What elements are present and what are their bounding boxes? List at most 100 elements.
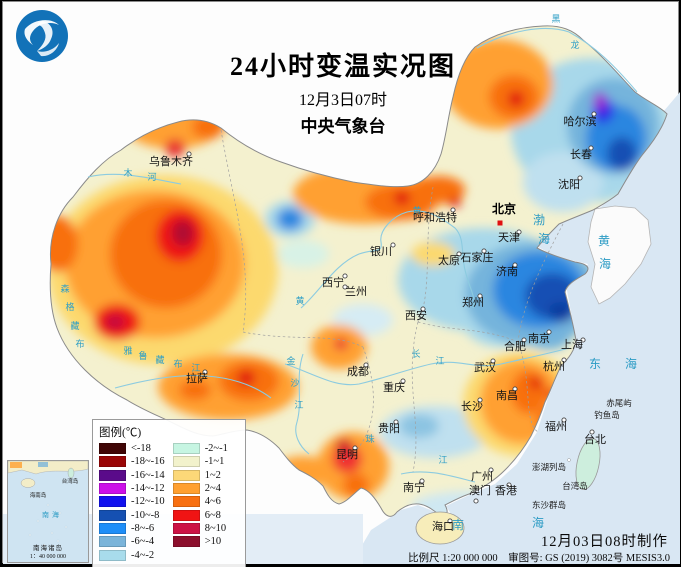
city-marker-台北 xyxy=(589,429,595,435)
agency-name: 中央气象台 xyxy=(300,117,386,136)
river-label-13: 雅 xyxy=(123,345,132,356)
sea-label-6: 南 xyxy=(452,517,464,532)
river-label-17: 江 xyxy=(191,363,200,373)
city-marker-呼和浩特 xyxy=(450,207,456,213)
city-label-郑州: 郑州 xyxy=(462,295,484,309)
city-marker-南京 xyxy=(546,329,552,335)
city-marker-南昌 xyxy=(512,386,518,392)
legend-range-label: 4~6 xyxy=(204,496,221,508)
city-label-福州: 福州 xyxy=(545,419,567,433)
river-label-11: 沙 xyxy=(290,378,299,388)
inset-caption: 南海诸岛 xyxy=(33,545,63,552)
legend-swatch xyxy=(99,522,126,534)
legend-swatch xyxy=(172,509,200,521)
legend-swatch xyxy=(172,496,200,508)
city-marker-长春 xyxy=(588,145,594,151)
city-label-合肥: 合肥 xyxy=(504,339,526,353)
city-label-哈尔滨: 哈尔滨 xyxy=(564,114,597,128)
legend-range-label: -6~-4 xyxy=(131,536,155,548)
sea-label-0: 渤 xyxy=(533,213,545,227)
river-label-8: 珠 xyxy=(365,433,374,444)
production-time: 12月03日08时制作 xyxy=(541,534,668,550)
legend-row-right-5: 6~8 xyxy=(172,508,228,521)
river-label-3: 河 xyxy=(147,171,156,182)
legend-row-left-6: -8~-6 xyxy=(99,522,165,535)
inset-label-1: 海南岛 xyxy=(30,491,47,499)
river-label-21: 布 xyxy=(75,338,84,349)
city-label-昆明: 昆明 xyxy=(336,448,358,461)
legend-range-label: <-18 xyxy=(131,443,151,455)
legend-range-label: 2~4 xyxy=(204,483,221,495)
legend-row-left-7: -6~-4 xyxy=(99,535,165,548)
river-label-20: 藏 xyxy=(70,320,79,331)
legend-column-left: <-18 -18~-16 -16~-14 -14~-12 -12~-10 -10~-8 -8… xyxy=(99,442,165,562)
city-label-太原: 太原 xyxy=(438,254,460,267)
observation-time: 12月3日07时 xyxy=(298,92,388,109)
city-label-武汉: 武汉 xyxy=(474,361,496,374)
city-label-长春: 长春 xyxy=(570,148,592,161)
sea-label-3: 海 xyxy=(599,256,611,271)
legend-row-right-7: >10 xyxy=(172,535,228,548)
legend-row-right-4: 4~6 xyxy=(172,495,228,508)
legend-row-left-2: -16~-14 xyxy=(99,469,165,482)
city-marker-福州 xyxy=(561,417,567,423)
inset-scale: 1：40 000 000 xyxy=(29,554,66,560)
city-label-香港: 香港 xyxy=(495,484,517,497)
taiwan-island xyxy=(575,438,601,490)
legend-row-left-1: -18~-16 xyxy=(99,455,165,468)
city-label-西宁: 西宁 xyxy=(322,275,344,289)
river-label-18: 森 xyxy=(60,283,69,294)
city-marker-银川 xyxy=(390,242,396,248)
city-label-贵阳: 贵阳 xyxy=(378,422,400,435)
city-label-长沙: 长沙 xyxy=(461,400,483,413)
legend-swatch xyxy=(99,536,126,548)
legend-swatch xyxy=(99,549,126,561)
legend-range-label: -18~-16 xyxy=(131,456,165,468)
city-label-西安: 西安 xyxy=(405,308,427,322)
legend-row-left-8: -4~-2 xyxy=(99,548,165,561)
legend-range-label: -8~-6 xyxy=(131,522,155,534)
city-marker-广州 xyxy=(488,467,494,473)
sea-label-5: 海 xyxy=(625,356,637,371)
river-label-14: 鲁 xyxy=(138,350,147,361)
map-header: 24小时变温实况图 12月3日07时 中央气象台 xyxy=(230,46,456,137)
legend-swatch xyxy=(172,522,200,534)
city-marker-哈尔滨 xyxy=(591,111,597,117)
island-label-1: 台湾岛 xyxy=(562,481,588,491)
city-marker-成都 xyxy=(363,362,369,368)
legend-swatch xyxy=(99,509,126,521)
legend-range-label: -4~-2 xyxy=(131,549,155,561)
city-marker-兰州 xyxy=(342,284,348,290)
city-marker-石家庄 xyxy=(481,248,487,254)
city-label-北京: 北京 xyxy=(492,201,516,216)
legend-swatch xyxy=(99,496,126,508)
legend-column-right: -2~-1 -1~1 1~2 2~4 4~6 6~8 8~10 >10 xyxy=(172,442,228,562)
city-marker-上海 xyxy=(580,337,586,343)
sea-label-1: 海 xyxy=(538,231,550,246)
legend-range-label: -14~-12 xyxy=(131,483,165,495)
south-china-sea-inset: 台湾岛 海南岛 南海 南海诸岛 1：40 000 000 xyxy=(7,460,89,563)
legend-range-label: >10 xyxy=(204,536,222,548)
legend-range-label: -10~-8 xyxy=(131,509,160,521)
cma-logo xyxy=(16,10,68,62)
legend-swatch xyxy=(99,469,126,481)
legend-row-right-6: 8~10 xyxy=(172,522,228,535)
legend-title: 图例(℃) xyxy=(99,427,142,439)
river-label-0: 黑 xyxy=(551,14,560,24)
city-marker-郑州 xyxy=(477,293,483,299)
city-marker-海口 xyxy=(447,518,453,524)
city-marker-长沙 xyxy=(477,397,483,403)
river-label-1: 龙 xyxy=(570,39,579,50)
city-marker-澳门 xyxy=(473,498,479,504)
city-label-重庆: 重庆 xyxy=(383,380,405,394)
city-marker-西安 xyxy=(420,306,426,312)
river-label-5: 黄 xyxy=(295,295,304,306)
river-label-2: 木 xyxy=(123,167,132,178)
legend-range-label: -12~-10 xyxy=(131,496,165,508)
city-label-上海: 上海 xyxy=(561,337,583,351)
legend-swatch xyxy=(172,536,200,548)
city-label-银川: 银川 xyxy=(370,244,392,258)
